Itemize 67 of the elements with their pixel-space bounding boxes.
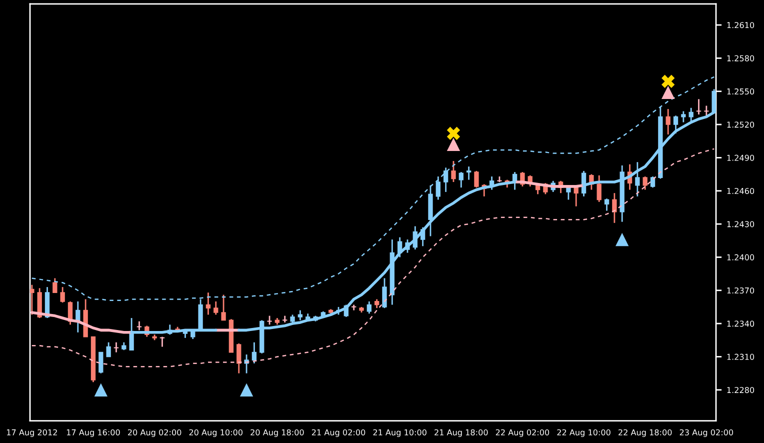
y-tick-label: 1.2370 xyxy=(727,287,754,294)
x-tick-label: 20 Aug 02:00 xyxy=(128,429,182,437)
candlestick xyxy=(236,342,242,374)
point xyxy=(240,383,254,396)
candlestick xyxy=(596,174,602,203)
candlestick xyxy=(474,170,479,188)
y-tick-label: 1.2580 xyxy=(727,55,754,62)
candlestick xyxy=(436,176,440,200)
candlestick xyxy=(298,310,303,321)
x-tick-label: 17 Aug 16:00 xyxy=(66,429,120,437)
y-tick-label: 1.2310 xyxy=(727,354,754,360)
candlestick xyxy=(604,198,610,212)
candlestick xyxy=(466,166,472,180)
candlestick xyxy=(704,105,709,116)
candlestick xyxy=(106,342,111,358)
candlestick xyxy=(60,286,65,304)
line-series xyxy=(31,76,715,301)
y-tick-label: 1.2280 xyxy=(727,386,754,394)
x-tick-label: 21 Aug 10:00 xyxy=(373,429,426,437)
candlestick xyxy=(98,352,104,374)
point xyxy=(446,138,460,152)
candlestick xyxy=(681,110,686,123)
x-tick-label: 22 Aug 18:00 xyxy=(618,429,672,437)
x-tick-label: 21 Aug 02:00 xyxy=(312,429,366,437)
point xyxy=(616,232,629,246)
y-tick-label: 1.2400 xyxy=(727,254,754,260)
candlestick xyxy=(114,342,119,353)
candlestick xyxy=(352,304,356,311)
candlestick xyxy=(252,342,257,364)
candlestick xyxy=(206,292,211,316)
candlestick xyxy=(696,98,702,116)
x-tick-label: 23 Aug 02:00 xyxy=(680,429,734,437)
candlestick xyxy=(244,354,249,374)
candlestick xyxy=(635,161,640,198)
y-tick-label: 1.2340 xyxy=(727,320,754,327)
candlestick xyxy=(30,284,34,316)
point xyxy=(662,86,675,100)
y-tick-label: 1.2430 xyxy=(727,221,754,228)
x-tick-label: 21 Aug 18:00 xyxy=(434,429,488,437)
candlestick xyxy=(612,192,617,224)
point xyxy=(446,126,460,140)
x-tick-label: 20 Aug 10:00 xyxy=(189,429,242,437)
line-series xyxy=(31,148,715,368)
candlestick xyxy=(366,300,372,314)
candlestick xyxy=(52,278,58,294)
candlestick xyxy=(650,176,656,188)
candlestick xyxy=(160,336,165,348)
y-tick-label: 1.2460 xyxy=(727,188,754,194)
point xyxy=(94,383,108,396)
candlestick xyxy=(214,300,218,316)
x-tick-label: 20 Aug 18:00 xyxy=(250,429,304,437)
candlestick xyxy=(382,278,387,309)
x-tick-label: 22 Aug 02:00 xyxy=(496,429,550,437)
candlestick xyxy=(458,171,464,188)
candlestick xyxy=(666,108,670,136)
point xyxy=(662,74,675,88)
y-tick-label: 1.2550 xyxy=(727,88,754,95)
y-tick-label: 1.2520 xyxy=(727,122,754,128)
candlestick xyxy=(443,166,448,193)
candlestick xyxy=(451,160,456,183)
candlestick xyxy=(673,114,678,134)
y-tick-label: 1.2610 xyxy=(727,22,754,28)
candlestick xyxy=(221,294,226,321)
x-tick-label: 22 Aug 10:00 xyxy=(557,429,610,437)
y-tick-label: 1.2490 xyxy=(727,154,754,161)
x-tick-label: 17 Aug 2012 xyxy=(7,429,57,437)
candlestick xyxy=(642,176,648,190)
